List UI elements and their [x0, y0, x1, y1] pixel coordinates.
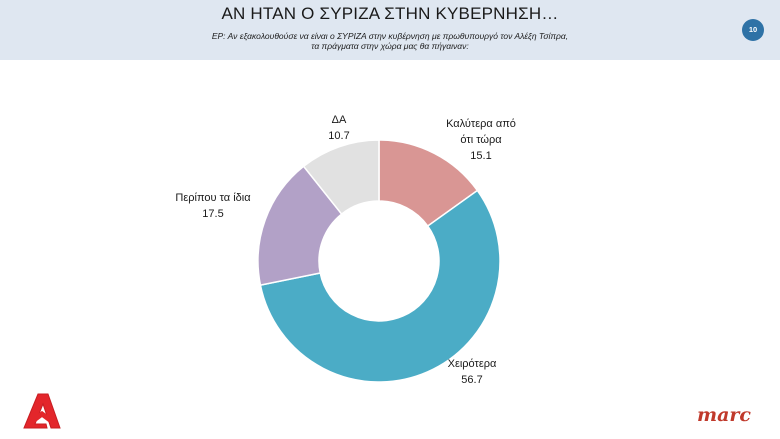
- page-title: ΑΝ ΗΤΑΝ Ο ΣΥΡΙΖΑ ΣΤΗΝ ΚΥΒΕΡΝΗΣΗ…: [221, 4, 559, 23]
- slice-label-text-2: ότι τώρα: [460, 134, 502, 146]
- header-bar: ΑΝ ΗΤΑΝ Ο ΣΥΡΙΖΑ ΣΤΗΝ ΚΥΒΕΡΝΗΣΗ… ΕΡ: Αν …: [0, 0, 780, 60]
- question-subtitle: ΕΡ: Αν εξακολουθούσε να είναι ο ΣΥΡΙΖΑ σ…: [100, 31, 680, 51]
- slice-label-text: Καλύτερα από: [446, 118, 516, 130]
- slice-label-0: Καλύτερα από ότι τώρα 15.1: [431, 116, 531, 164]
- slice-value: 10.7: [328, 130, 350, 142]
- donut-slice-1: [259, 189, 501, 383]
- slice-label-3: ΔΑ 10.7: [289, 112, 389, 144]
- marc-logo: marc: [697, 404, 751, 426]
- slice-label-text: Περίπου τα ίδια: [175, 192, 251, 204]
- slice-label-2: Περίπου τα ίδια 17.5: [163, 190, 263, 222]
- subtitle-line-1: ΕΡ: Αν εξακολουθούσε να είναι ο ΣΥΡΙΖΑ σ…: [211, 31, 569, 41]
- alpha-logo: [20, 390, 64, 435]
- slice-value: 56.7: [461, 374, 483, 386]
- slice-label-text: ΔΑ: [331, 114, 347, 126]
- slice-label-1: Χειρότερα 56.7: [422, 356, 522, 388]
- slice-value: 15.1: [470, 150, 492, 162]
- slice-label-text: Χειρότερα: [447, 358, 497, 370]
- subtitle-line-2: τα πράγματα στην χώρα μας θα πήγαιναν:: [311, 41, 469, 51]
- page-number-badge: 10: [742, 19, 764, 41]
- donut-slice-3: [302, 139, 380, 216]
- slice-value: 17.5: [202, 208, 224, 220]
